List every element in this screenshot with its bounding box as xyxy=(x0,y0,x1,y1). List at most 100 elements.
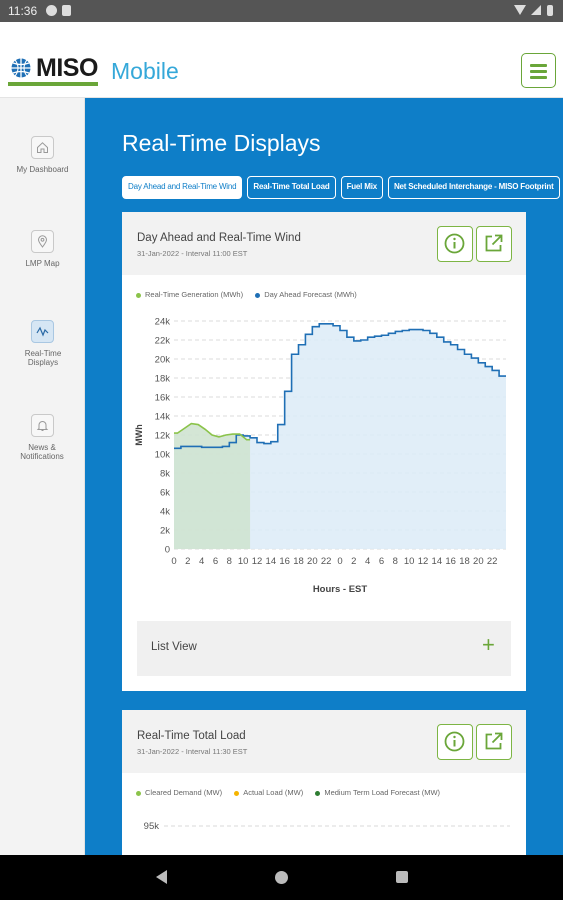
x-tick-label: 8 xyxy=(393,556,398,567)
legend-item: Cleared Demand (MW) xyxy=(136,788,222,797)
legend-dot xyxy=(315,790,321,796)
pulse-icon xyxy=(31,320,54,343)
legend-label: Actual Load (MW) xyxy=(243,788,304,797)
menu-button[interactable] xyxy=(521,53,556,88)
x-tick-label: 12 xyxy=(418,556,429,567)
tab-total-load[interactable]: Real-Time Total Load xyxy=(247,176,336,199)
x-tick-label: 4 xyxy=(199,556,204,567)
signal-icon xyxy=(531,5,541,15)
card-title: Real-Time Total Load xyxy=(137,730,246,742)
wind-card: Day Ahead and Real-Time Wind 31-Jan-2022… xyxy=(122,212,526,691)
sidebar-item-real-time-displays[interactable]: Real-Time Displays xyxy=(0,320,85,367)
x-tick-label: 6 xyxy=(213,556,218,567)
legend-label: Medium Term Load Forecast (MW) xyxy=(324,788,441,797)
legend-item: Medium Term Load Forecast (MW) xyxy=(315,788,440,797)
menu-line xyxy=(530,76,547,79)
tab-fuel-mix[interactable]: Fuel Mix xyxy=(340,176,383,199)
logo-underline xyxy=(8,82,98,86)
globe-icon xyxy=(11,58,31,78)
external-link-icon xyxy=(485,234,503,252)
system-nav-bar xyxy=(0,855,563,900)
y-tick-label: 2k xyxy=(160,526,170,537)
y-tick-label: 6k xyxy=(160,488,170,499)
page-title: Real-Time Displays xyxy=(122,130,321,156)
bell-icon xyxy=(31,414,54,437)
app-title: Mobile xyxy=(111,58,179,84)
x-tick-label: 22 xyxy=(321,556,332,567)
realtime-series-line xyxy=(174,422,251,441)
sidebar-item-label: Real-Time Displays xyxy=(24,349,62,367)
card-header: Real-Time Total Load 31-Jan-2022 - Inter… xyxy=(122,710,526,773)
realtime-area xyxy=(174,423,251,549)
card-subtitle: 31-Jan-2022 - Interval 11:00 EST xyxy=(137,249,248,258)
y-tick-label: 16k xyxy=(155,393,171,404)
miso-logo[interactable]: MISO xyxy=(8,52,98,88)
sidebar-item-label: News & Notifications xyxy=(20,443,64,461)
tab-net-interchange[interactable]: Net Scheduled Interchange - MISO Footpri… xyxy=(387,176,560,199)
x-tick-label: 20 xyxy=(473,556,484,567)
info-button[interactable] xyxy=(437,724,473,760)
y-tick-label: 95k xyxy=(144,821,160,832)
legend-label: Real-Time Generation (MWh) xyxy=(145,290,244,299)
map-pin-icon xyxy=(31,230,54,253)
card-title: Day Ahead and Real-Time Wind xyxy=(137,232,301,244)
x-tick-label: 6 xyxy=(379,556,384,567)
chart-legend: Real-Time Generation (MWh) Day Ahead For… xyxy=(136,290,367,299)
legend-label: Cleared Demand (MW) xyxy=(145,788,223,797)
legend-item: Actual Load (MW) xyxy=(234,788,303,797)
sidebar-item-lmp-map[interactable]: LMP Map xyxy=(0,230,85,268)
y-tick-label: 12k xyxy=(155,431,171,442)
app-header: MISO Mobile xyxy=(0,22,563,98)
main-content[interactable]: Real-Time Displays Day Ahead and Real-Ti… xyxy=(85,98,563,855)
info-button[interactable] xyxy=(437,226,473,262)
sidebar: My Dashboard LMP Map Real-Time Displays … xyxy=(0,98,85,855)
x-tick-label: 12 xyxy=(252,556,263,567)
sidebar-item-dashboard[interactable]: My Dashboard xyxy=(0,136,85,174)
logo-text: MISO xyxy=(36,54,98,82)
x-tick-label: 22 xyxy=(487,556,498,567)
home-icon xyxy=(31,136,54,159)
list-view-toggle[interactable]: List View + xyxy=(137,621,511,676)
chart-legend: Cleared Demand (MW) Actual Load (MW) Med… xyxy=(136,788,450,797)
x-tick-label: 18 xyxy=(459,556,470,567)
x-tick-label: 14 xyxy=(266,556,277,567)
x-axis-title: Hours - EST xyxy=(313,584,368,595)
notification-icon xyxy=(46,5,57,16)
sidebar-item-news[interactable]: News & Notifications xyxy=(0,414,85,461)
y-tick-label: 10k xyxy=(155,450,171,461)
x-tick-label: 0 xyxy=(171,556,176,567)
tab-day-ahead-wind[interactable]: Day Ahead and Real-Time Wind xyxy=(122,176,243,199)
x-tick-label: 16 xyxy=(279,556,290,567)
x-tick-label: 8 xyxy=(227,556,232,567)
y-tick-label: 8k xyxy=(160,469,170,480)
x-tick-label: 2 xyxy=(185,556,190,567)
x-tick-label: 4 xyxy=(365,556,370,567)
legend-dot xyxy=(136,292,141,298)
external-link-icon xyxy=(485,732,503,750)
info-icon xyxy=(444,731,465,752)
forecast-area xyxy=(174,323,506,549)
open-external-button[interactable] xyxy=(476,226,512,262)
list-view-label: List View xyxy=(151,641,197,653)
card-header: Day Ahead and Real-Time Wind 31-Jan-2022… xyxy=(122,212,526,275)
wifi-icon xyxy=(514,5,526,15)
x-tick-label: 10 xyxy=(238,556,249,567)
x-tick-label: 20 xyxy=(307,556,318,567)
back-icon[interactable] xyxy=(156,870,167,884)
y-tick-label: 4k xyxy=(160,507,170,518)
y-tick-label: 24k xyxy=(155,317,171,328)
x-tick-label: 16 xyxy=(445,556,456,567)
home-button-icon[interactable] xyxy=(275,871,288,884)
sidebar-item-label: LMP Map xyxy=(25,259,60,268)
legend-dot xyxy=(234,790,240,796)
load-chart[interactable]: 95k xyxy=(122,810,526,855)
x-tick-label: 14 xyxy=(432,556,443,567)
display-tabs: Day Ahead and Real-Time Wind Real-Time To… xyxy=(122,176,563,199)
recents-icon[interactable] xyxy=(396,871,408,883)
sd-card-icon xyxy=(62,5,71,16)
open-external-button[interactable] xyxy=(476,724,512,760)
sidebar-item-label: My Dashboard xyxy=(16,165,69,174)
card-subtitle: 31-Jan-2022 - Interval 11:30 EST xyxy=(137,747,248,756)
y-tick-label: 14k xyxy=(155,412,171,423)
